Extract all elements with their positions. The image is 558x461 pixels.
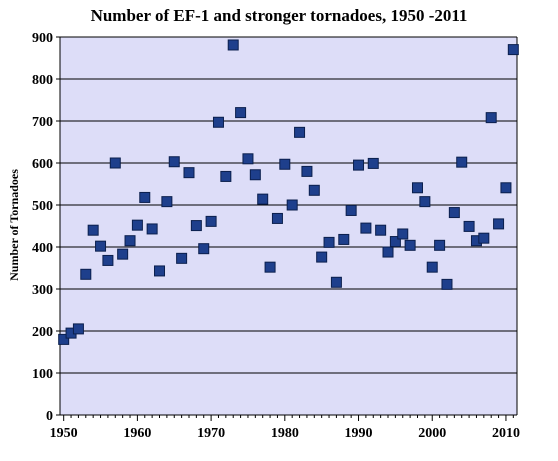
data-points <box>58 39 519 345</box>
data-point <box>58 333 70 345</box>
data-point <box>382 246 394 258</box>
data-point <box>345 204 357 216</box>
data-point <box>242 153 254 165</box>
data-point <box>286 199 298 211</box>
data-point <box>139 191 151 203</box>
data-point <box>257 193 269 205</box>
data-point <box>367 157 379 169</box>
y-tick-label: 700 <box>32 115 53 130</box>
data-point <box>131 219 143 231</box>
data-point <box>404 239 416 251</box>
data-point <box>507 44 519 56</box>
x-tick-label: 2000 <box>418 426 446 441</box>
data-point <box>235 107 247 119</box>
y-tick-label: 300 <box>32 283 53 298</box>
y-tick-label: 800 <box>32 73 53 88</box>
data-point <box>360 222 372 234</box>
axes: 0 100 200 300 400 500 600 700 800 900 1950 1960 1970… <box>32 31 520 441</box>
data-point <box>485 112 497 124</box>
data-point <box>397 228 409 240</box>
x-tick-label: 2010 <box>492 426 520 441</box>
data-point <box>227 39 239 51</box>
data-point <box>419 196 431 208</box>
data-point <box>316 251 328 263</box>
data-point <box>500 182 512 194</box>
data-point <box>161 196 173 208</box>
y-tick-label: 400 <box>32 241 53 256</box>
data-point <box>353 159 365 171</box>
data-point <box>463 220 475 232</box>
x-tick-label: 1970 <box>197 426 225 441</box>
y-tick-label: 600 <box>32 157 53 172</box>
x-tick-label: 1950 <box>50 426 78 441</box>
data-point <box>249 169 261 181</box>
x-tick-label: 1980 <box>271 426 299 441</box>
data-point <box>212 116 224 128</box>
data-point <box>146 223 158 235</box>
data-point <box>448 207 460 219</box>
data-point <box>426 261 438 273</box>
data-point <box>330 276 342 288</box>
data-point <box>95 240 107 252</box>
data-point <box>264 261 276 273</box>
y-tick-label: 100 <box>32 367 53 382</box>
data-point <box>205 215 217 227</box>
data-point <box>220 170 232 182</box>
data-point <box>271 212 283 224</box>
y-tick-label: 900 <box>32 31 53 46</box>
data-point <box>389 236 401 248</box>
data-point <box>338 233 350 245</box>
chart-title: Number of EF-1 and stronger tornadoes, 1… <box>90 6 468 25</box>
data-point <box>279 158 291 170</box>
data-point <box>117 248 129 260</box>
data-point <box>375 224 387 236</box>
y-axis-label: Number of Tornadoes <box>7 169 21 281</box>
x-tick-label: 1990 <box>345 426 373 441</box>
data-point <box>176 252 188 264</box>
data-point <box>190 220 202 232</box>
data-point <box>323 236 335 248</box>
data-point <box>109 157 121 169</box>
data-point <box>478 232 490 244</box>
data-point <box>87 224 99 236</box>
x-tick-label: 1960 <box>123 426 151 441</box>
y-tick-label: 500 <box>32 199 53 214</box>
y-tick-label: 0 <box>46 409 53 424</box>
data-point <box>102 254 114 266</box>
data-point <box>124 235 136 247</box>
data-point <box>154 265 166 277</box>
data-point <box>198 243 210 255</box>
data-point <box>183 167 195 179</box>
data-point <box>301 165 313 177</box>
data-point <box>441 278 453 290</box>
data-point <box>411 182 423 194</box>
data-point <box>72 323 84 335</box>
data-point <box>434 239 446 251</box>
plot-area <box>60 37 517 415</box>
data-point <box>493 218 505 230</box>
data-point <box>80 268 92 280</box>
data-point <box>456 156 468 168</box>
data-point <box>308 184 320 196</box>
y-tick-label: 200 <box>32 325 53 340</box>
data-point <box>294 126 306 138</box>
data-point <box>168 156 180 168</box>
